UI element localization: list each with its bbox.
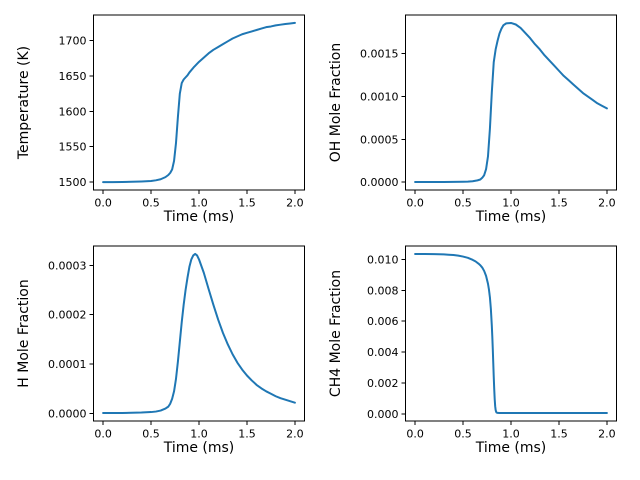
oh-xaxis-label: Time (ms) <box>475 209 547 225</box>
temperature-ytick-label: 1650 <box>59 70 87 83</box>
temperature-curve <box>102 21 296 184</box>
ch4-xtick-label: 0.5 <box>454 428 472 441</box>
oh-ytick-label: 0.0010 <box>360 90 399 103</box>
temperature-xtick-label: 0.5 <box>142 197 160 210</box>
subplot-h: 0.0 0.5 1.0 1.5 2.0 0.0000 0.0001 0.0002 0.0003 T… <box>16 245 305 456</box>
ch4-xtick-label: 0.0 <box>406 428 424 441</box>
ch4-ytick-label: 0.004 <box>367 346 399 359</box>
ch4-ytick-label: 0.000 <box>367 408 399 421</box>
temperature-xtick-label: 2.0 <box>286 197 304 210</box>
temperature-axes-frame <box>93 14 305 191</box>
temperature-ytick-label: 1700 <box>59 35 87 48</box>
subplot-ch4: 0.0 0.5 1.0 1.5 2.0 0.000 0.002 0.004 0.006 0.008… <box>328 245 617 456</box>
h-ytick-label: 0.0003 <box>48 259 87 272</box>
ch4-axes-frame <box>405 245 617 422</box>
temperature-xtick-label: 1.0 <box>190 197 208 210</box>
h-xtick-label: 0.0 <box>94 428 112 441</box>
h-xtick-label: 2.0 <box>286 428 304 441</box>
subplot-oh: 0.0 0.5 1.0 1.5 2.0 0.0000 0.0005 0.0010 0.0015 T… <box>328 14 617 225</box>
h-xaxis-label: Time (ms) <box>163 440 235 456</box>
h-xtick-label: 1.0 <box>190 428 208 441</box>
ch4-xtick-label: 1.5 <box>550 428 568 441</box>
ch4-xtick-label: 1.0 <box>502 428 520 441</box>
h-ytick-label: 0.0002 <box>48 309 87 322</box>
oh-xtick-label: 1.5 <box>550 197 568 210</box>
temperature-ytick-label: 1600 <box>59 105 87 118</box>
temperature-xaxis-label: Time (ms) <box>163 209 235 225</box>
ch4-xaxis-label: Time (ms) <box>475 440 547 456</box>
oh-yaxis-label: OH Mole Fraction <box>328 43 344 162</box>
ch4-xtick-label: 2.0 <box>598 428 616 441</box>
oh-xtick-label: 2.0 <box>598 197 616 210</box>
oh-ytick-label: 0.0000 <box>360 176 399 189</box>
ch4-ytick-label: 0.006 <box>367 315 399 328</box>
oh-curve <box>414 21 608 184</box>
h-xtick-label: 0.5 <box>142 428 160 441</box>
oh-xtick-label: 0.5 <box>454 197 472 210</box>
oh-ytick-label: 0.0005 <box>360 133 399 146</box>
temperature-ytick-label: 1550 <box>59 141 87 154</box>
h-ytick-label: 0.0001 <box>48 358 87 371</box>
ch4-curve <box>414 252 608 415</box>
oh-xtick-label: 0.0 <box>406 197 424 210</box>
ch4-ytick-label: 0.008 <box>367 284 399 297</box>
subplot-temperature: 0.0 0.5 1.0 1.5 2.0 1500 1550 1600 1650 1700 Time … <box>16 14 305 225</box>
ch4-ytick-label: 0.002 <box>367 377 399 390</box>
h-curve <box>102 252 296 415</box>
oh-axes-frame <box>405 14 617 191</box>
temperature-ytick-label: 1500 <box>59 176 87 189</box>
ch4-yaxis-label: CH4 Mole Fraction <box>328 270 344 397</box>
h-yaxis-label: H Mole Fraction <box>16 279 32 387</box>
temperature-xtick-label: 0.0 <box>94 197 112 210</box>
oh-xtick-label: 1.0 <box>502 197 520 210</box>
temperature-yaxis-label: Temperature (K) <box>16 46 32 160</box>
h-ytick-label: 0.0000 <box>48 408 87 421</box>
oh-ytick-label: 0.0015 <box>360 48 399 61</box>
temperature-xtick-label: 1.5 <box>238 197 256 210</box>
h-xtick-label: 1.5 <box>238 428 256 441</box>
ch4-ytick-label: 0.010 <box>367 253 399 266</box>
